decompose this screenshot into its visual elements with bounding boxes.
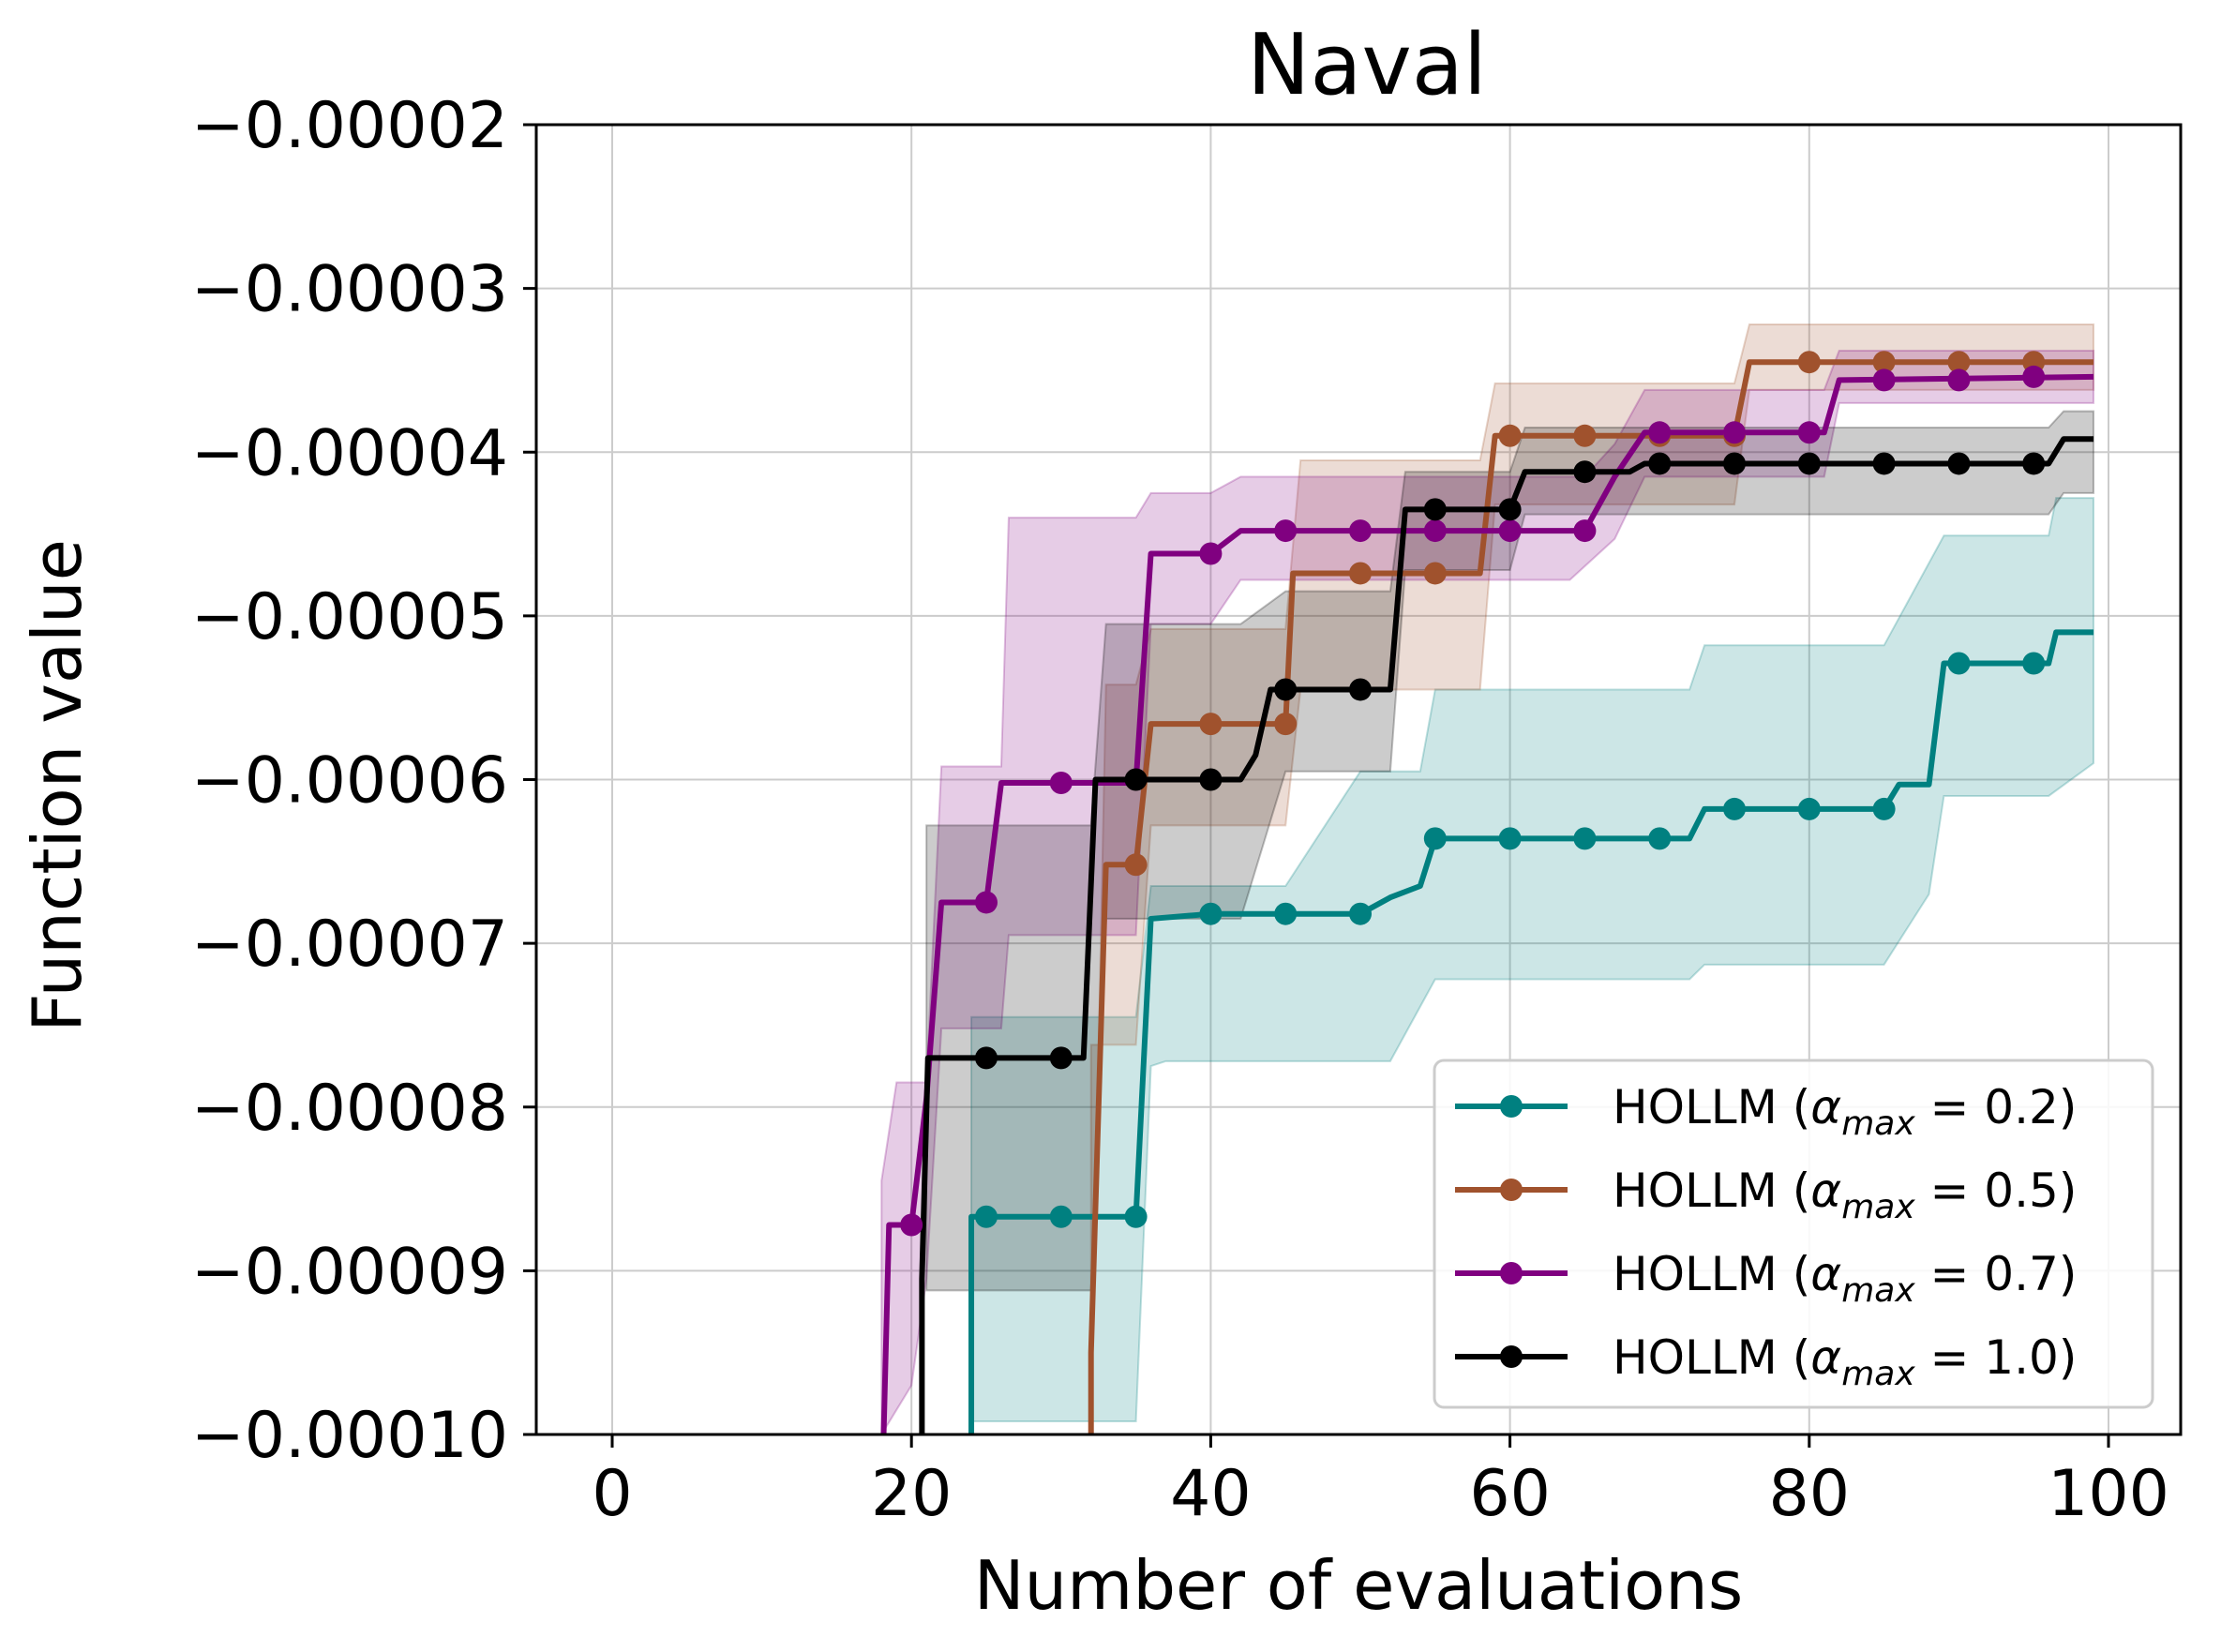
data-point bbox=[1947, 652, 1971, 675]
data-point bbox=[1274, 713, 1298, 736]
y-tick-label: −0.00010 bbox=[191, 1399, 508, 1473]
data-point bbox=[1797, 797, 1821, 820]
legend-swatch-marker bbox=[1500, 1095, 1523, 1118]
x-tick-label: 20 bbox=[871, 1457, 953, 1531]
data-point bbox=[1199, 768, 1223, 791]
data-point bbox=[975, 891, 998, 914]
confidence-band-3 bbox=[925, 410, 2095, 1292]
data-point bbox=[1423, 562, 1447, 585]
confidence-band-1 bbox=[1089, 323, 2095, 1434]
data-point bbox=[1573, 460, 1597, 484]
data-point bbox=[1274, 519, 1298, 543]
y-axis-title: Function value bbox=[18, 539, 97, 1032]
data-point bbox=[1199, 902, 1223, 925]
chart-title: Naval bbox=[1247, 16, 1487, 114]
y-tick-label: −0.00002 bbox=[191, 89, 508, 163]
y-tick-label: −0.00004 bbox=[191, 416, 508, 490]
data-point bbox=[1573, 424, 1597, 447]
data-point bbox=[900, 1213, 923, 1237]
data-point bbox=[1423, 519, 1447, 543]
data-point bbox=[1648, 827, 1672, 850]
series-line-3 bbox=[919, 436, 2094, 1434]
data-point bbox=[1498, 498, 1522, 521]
data-point bbox=[1573, 827, 1597, 850]
data-point bbox=[1872, 368, 1896, 392]
x-tick-label: 40 bbox=[1170, 1457, 1252, 1531]
data-point bbox=[1573, 519, 1597, 543]
legend-swatch-marker bbox=[1500, 1179, 1523, 1201]
data-point bbox=[1049, 1205, 1073, 1228]
legend-entry-label: HOLLM (αmax = 0.2) bbox=[1613, 1080, 2077, 1143]
data-point bbox=[1274, 902, 1298, 925]
x-tick-label: 0 bbox=[592, 1457, 632, 1531]
y-tick-label: −0.00005 bbox=[191, 580, 508, 654]
y-tick-label: −0.00003 bbox=[191, 253, 508, 327]
data-point bbox=[1423, 498, 1447, 521]
x-tick-label: 60 bbox=[1469, 1457, 1551, 1531]
data-point bbox=[1498, 424, 1522, 447]
data-point bbox=[1797, 452, 1821, 475]
data-point bbox=[1498, 827, 1522, 850]
legend-box bbox=[1433, 1059, 2154, 1409]
data-point bbox=[1648, 452, 1672, 475]
data-point bbox=[1349, 562, 1372, 585]
y-tick-label: −0.00008 bbox=[191, 1072, 508, 1146]
data-point bbox=[1797, 351, 1821, 374]
data-point bbox=[2022, 652, 2046, 675]
data-point bbox=[1723, 421, 1746, 444]
data-point bbox=[1648, 421, 1672, 444]
legend-entry-label: HOLLM (αmax = 0.7) bbox=[1613, 1247, 2077, 1310]
data-point bbox=[1872, 452, 1896, 475]
data-point bbox=[1423, 827, 1447, 850]
data-point bbox=[975, 1046, 998, 1070]
series-markers bbox=[900, 351, 2046, 1237]
data-point bbox=[2022, 452, 2046, 475]
legend-swatch-marker bbox=[1500, 1345, 1523, 1368]
y-tick-label: −0.00007 bbox=[191, 908, 508, 982]
data-point bbox=[1947, 452, 1971, 475]
data-point bbox=[1124, 853, 1148, 877]
data-point bbox=[1199, 542, 1223, 565]
data-point bbox=[1124, 1205, 1148, 1228]
data-point bbox=[1349, 519, 1372, 543]
data-point bbox=[1797, 421, 1821, 444]
legend-entry-label: HOLLM (αmax = 0.5) bbox=[1613, 1164, 2077, 1226]
data-point bbox=[1872, 797, 1896, 820]
data-point bbox=[1049, 1046, 1073, 1070]
data-point bbox=[1349, 902, 1372, 925]
x-tick-label: 100 bbox=[2048, 1457, 2169, 1531]
legend: HOLLM (αmax = 0.2) HOLLM (αmax = 0.5) HOLL… bbox=[1433, 1059, 2154, 1409]
data-point bbox=[1872, 351, 1896, 374]
data-point bbox=[2022, 365, 2046, 388]
data-point bbox=[1947, 351, 1971, 374]
x-tick-label: 80 bbox=[1769, 1457, 1851, 1531]
y-axis: −0.00002 −0.00003 −0.00004 −0.00005 −0.00006… bbox=[191, 89, 536, 1473]
confidence-band-2 bbox=[880, 349, 2095, 1434]
data-point bbox=[1199, 713, 1223, 736]
data-point bbox=[1498, 519, 1522, 543]
data-point bbox=[1723, 797, 1746, 820]
data-point bbox=[1274, 678, 1298, 701]
data-point bbox=[975, 1205, 998, 1228]
data-point bbox=[1723, 452, 1746, 475]
legend-swatch-marker bbox=[1500, 1262, 1523, 1284]
data-point bbox=[1947, 368, 1971, 392]
x-axis: 0 20 40 60 80 100 bbox=[592, 1434, 2169, 1531]
y-tick-label: −0.00006 bbox=[191, 744, 508, 818]
data-point bbox=[1049, 771, 1073, 794]
data-point bbox=[1124, 768, 1148, 791]
legend-entry-label: HOLLM (αmax = 1.0) bbox=[1613, 1330, 2077, 1393]
data-point bbox=[1349, 678, 1372, 701]
y-tick-label: −0.00009 bbox=[191, 1235, 508, 1309]
confidence-bands bbox=[880, 323, 2095, 1434]
x-axis-title: Number of evaluations bbox=[974, 1546, 1744, 1625]
